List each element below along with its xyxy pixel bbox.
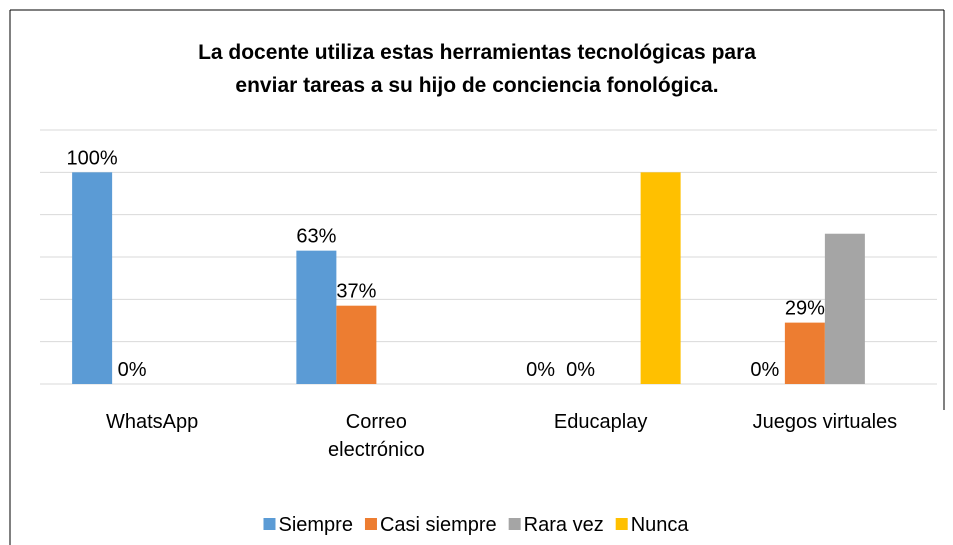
bar bbox=[72, 172, 113, 384]
legend-label: Rara vez bbox=[524, 514, 604, 536]
bar bbox=[296, 250, 337, 384]
legend-label: Siempre bbox=[278, 514, 352, 536]
data-label: 100% bbox=[67, 147, 118, 169]
x-tick-label: Educaplay bbox=[553, 411, 648, 433]
bar bbox=[640, 172, 681, 384]
data-label: 0% bbox=[526, 359, 555, 381]
bar bbox=[784, 322, 825, 384]
x-tick-label: Juegos virtuales bbox=[752, 411, 898, 433]
legend-swatch bbox=[508, 518, 521, 530]
data-label: 29% bbox=[785, 298, 825, 320]
legend-swatch bbox=[364, 518, 377, 530]
data-label: 0% bbox=[750, 359, 779, 381]
chart-title: La docente utiliza estas herramientas te… bbox=[198, 41, 756, 97]
data-label: 63% bbox=[296, 226, 336, 248]
data-label: 0% bbox=[566, 359, 595, 381]
legend-swatch bbox=[615, 518, 628, 530]
x-tick-label: Correo electrónico bbox=[328, 411, 425, 461]
legend-swatch bbox=[263, 518, 276, 530]
data-label: 0% bbox=[118, 359, 147, 381]
bar bbox=[824, 233, 865, 384]
data-label: 37% bbox=[336, 281, 376, 303]
x-tick-label: WhatsApp bbox=[105, 411, 199, 433]
legend-label: Casi siempre bbox=[380, 514, 497, 536]
bar bbox=[336, 305, 377, 384]
legend-label: Nunca bbox=[631, 514, 690, 536]
